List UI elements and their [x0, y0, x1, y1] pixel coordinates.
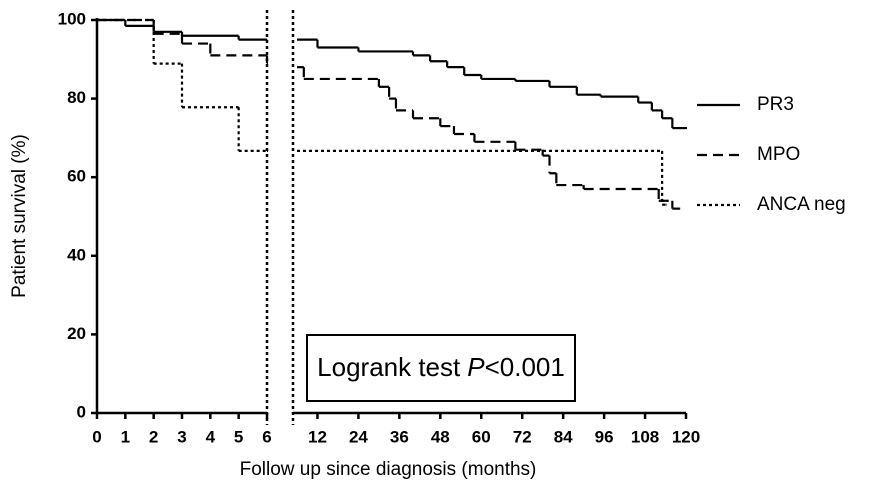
y-tick-label: 0 — [77, 402, 86, 421]
y-tick-label: 80 — [67, 88, 86, 107]
x-tick-label: 108 — [631, 427, 659, 446]
legend-label: MPO — [757, 144, 800, 165]
x-tick-label: 48 — [431, 427, 450, 446]
legend-label: ANCA neg — [757, 194, 846, 215]
y-axis-label: Patient survival (%) — [9, 134, 30, 298]
annotation: Logrank test P<0.001 — [317, 352, 565, 382]
x-tick-label: 6 — [262, 427, 271, 446]
x-axis-label: Follow up since diagnosis (months) — [240, 459, 537, 480]
x-tick-label: 24 — [349, 427, 368, 446]
x-tick-label: 3 — [177, 427, 186, 446]
x-tick-label: 84 — [554, 427, 573, 446]
y-tick-label: 100 — [58, 9, 86, 28]
y-tick-label: 60 — [67, 167, 86, 186]
x-tick-label: 4 — [206, 427, 216, 446]
x-tick-label: 1 — [121, 427, 130, 446]
x-tick-label: 120 — [672, 427, 700, 446]
annotation-text: P — [467, 352, 485, 382]
x-tick-label: 72 — [513, 427, 532, 446]
x-tick-label: 36 — [390, 427, 409, 446]
legend-label: PR3 — [757, 94, 794, 115]
annotation-text: <0.001 — [485, 352, 565, 382]
x-tick-label: 60 — [472, 427, 491, 446]
annotation-box — [306, 334, 576, 402]
y-tick-label: 20 — [67, 324, 86, 343]
x-tick-label: 2 — [149, 427, 158, 446]
x-tick-label: 12 — [308, 427, 327, 446]
x-tick-label: 5 — [234, 427, 243, 446]
y-tick-label: 40 — [67, 245, 86, 264]
annotation-text: Logrank test — [317, 352, 461, 382]
x-tick-label: 96 — [595, 427, 614, 446]
x-tick-label: 0 — [92, 427, 101, 446]
